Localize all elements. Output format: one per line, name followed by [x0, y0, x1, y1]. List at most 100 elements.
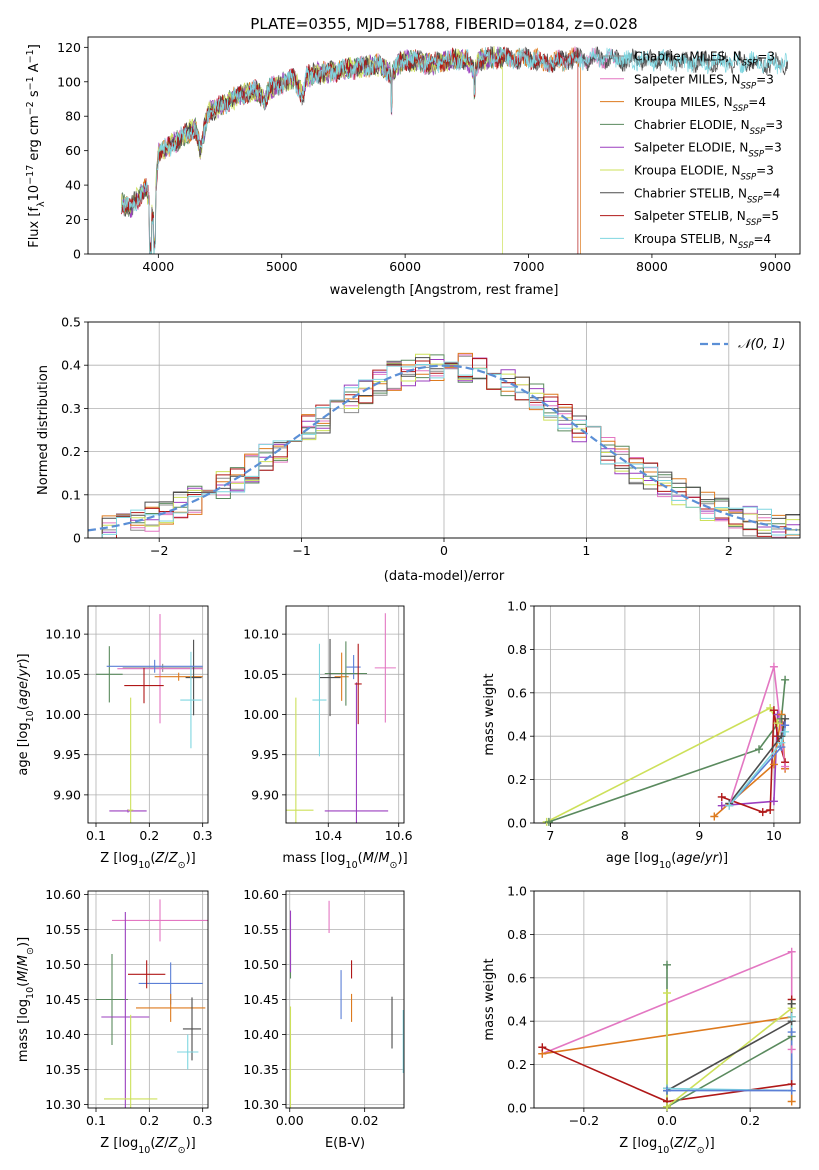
label-part: ⊙: [178, 860, 186, 871]
y-tick-label: 10.55: [45, 922, 81, 937]
legend-tail: =3: [756, 164, 774, 178]
y-tick-label: 0.8: [507, 927, 527, 942]
weight-series-marker: [787, 1028, 796, 1037]
x-tick-label: 10.6: [385, 828, 413, 843]
label-part: )]: [398, 851, 408, 866]
label-part: Z: [673, 1136, 684, 1151]
mass-weight-vs-metallicity-panel: −0.2 0.0 0.20.00.20.40.60.81.0Z [log10(Z/Z…: [482, 884, 801, 1156]
y-tick-label: 0.4: [61, 358, 81, 373]
label-part: s: [27, 90, 42, 101]
legend-tail: =3: [757, 50, 775, 64]
weight-series-marker: [544, 817, 553, 826]
mass-vs-metallicity-panel: 0.1 0.2 0.3 10.30 10.35 10.40 10.45 10.50 10.55 1…: [16, 887, 213, 1156]
label-part: (: [669, 1136, 674, 1151]
legend-text: Kroupa ELODIE, N: [634, 164, 741, 178]
legend-text: Chabrier ELODIE, N: [634, 118, 750, 132]
legend-text: Kroupa MILES, N: [634, 95, 733, 109]
label-part: )]: [186, 851, 196, 866]
legend-text: Kroupa STELIB, N: [634, 232, 738, 246]
weight-series-marker: [769, 706, 778, 715]
x-tick-label: 1: [582, 543, 590, 558]
y-tick-label: 60: [65, 143, 81, 158]
weight-series-line: [548, 679, 786, 823]
weight-series-marker: [787, 947, 796, 956]
label-part: 10: [657, 1145, 669, 1156]
y-tick-label: 20: [65, 212, 81, 227]
label-part: /: [701, 851, 706, 866]
label-part: (: [150, 851, 155, 866]
label-part: A: [27, 63, 42, 76]
y-tick-label: 0.6: [507, 685, 527, 700]
y-tick-label: 10.45: [243, 992, 279, 1007]
y-tick-label: 10.60: [243, 887, 279, 902]
weight-series-line: [546, 706, 783, 823]
x-tick-label: 0.3: [193, 1113, 213, 1128]
weight-series-marker: [725, 801, 734, 810]
weight-series-marker: [787, 999, 796, 1008]
legend-subscript: SSP: [738, 241, 754, 251]
x-tick-label: 2: [725, 543, 733, 558]
x-tick-label: 10: [766, 828, 782, 843]
y-tick-label: 0.4: [507, 729, 527, 744]
label-part: mass [log: [16, 999, 31, 1062]
label-part: age: [676, 851, 700, 866]
y-tick-label: 100: [57, 74, 81, 89]
label-part: )]: [16, 653, 31, 663]
normal-distribution-curve: [88, 364, 798, 532]
weight-series-marker: [663, 1102, 671, 1111]
label-part: 10: [138, 860, 150, 871]
legend-text: Salpeter ELODIE, N: [634, 141, 748, 155]
weight-series-marker: [781, 762, 790, 771]
label-part: M: [363, 851, 374, 866]
plot-area: [541, 950, 793, 1108]
label-part: (: [358, 851, 363, 866]
y-tick-label: 1.0: [507, 884, 527, 899]
y-tick-label: 9.90: [251, 787, 279, 802]
y-tick-label: 10.40: [243, 1027, 279, 1042]
weight-series-marker: [663, 1086, 671, 1095]
y-tick-label: 0.1: [61, 487, 81, 502]
label-part: 10: [346, 860, 358, 871]
x-tick-label: 0.2: [740, 1113, 760, 1128]
legend-tail: =4: [754, 232, 772, 246]
x-tick-label: 0.2: [139, 828, 159, 843]
legend-label: Chabrier MILES, NSSP=3: [634, 50, 775, 69]
label-part: )]: [186, 1136, 196, 1151]
spectrum-panel: 4000 5000 6000 7000 8000 9000 0 20 40 60 80 100 120 P…: [25, 15, 801, 298]
legend-subscript: SSP: [746, 218, 762, 228]
label-part: Z: [168, 1136, 179, 1151]
label-part: ⊙: [25, 947, 36, 955]
plot-area: [286, 613, 396, 823]
legend-label: Kroupa STELIB, NSSP=4: [634, 232, 771, 251]
legend-label: Kroupa MILES, NSSP=4: [634, 95, 766, 114]
label-part: Z [log: [619, 1136, 657, 1151]
y-tick-label: 40: [65, 178, 81, 193]
residual-histogram-panel: −2 −1 0 1 2 0 0.1 0.2 0.3 0.4 0.5 (data-model)/erro…: [36, 315, 801, 584]
plot-area: [96, 899, 208, 1108]
label-part: age: [16, 681, 31, 705]
weight-series-marker: [717, 801, 726, 810]
x-tick-label: 7000: [513, 259, 545, 274]
y-tick-label: 10.30: [243, 1097, 279, 1112]
y-tick-label: 10.05: [45, 667, 81, 682]
weight-series-line: [667, 1032, 793, 1092]
legend-label: 𝒩(0, 1): [738, 337, 785, 352]
label-part: ]: [27, 44, 42, 49]
label-part: /: [683, 1136, 688, 1151]
label-part: erg cm: [27, 115, 42, 164]
x-tick-label: 0.00: [276, 1113, 304, 1128]
y-tick-label: 1.0: [507, 599, 527, 614]
label-part: M: [16, 971, 31, 982]
x-tick-label: 10.4: [314, 828, 342, 843]
y-tick-label: 10.45: [45, 992, 81, 1007]
label-part: Z [log: [100, 851, 138, 866]
weight-series-marker: [663, 988, 671, 997]
weight-series-marker: [787, 1086, 796, 1095]
spectrum-series-line: [120, 45, 720, 254]
label-part: Z: [687, 1136, 698, 1151]
x-tick-label: 9: [695, 828, 703, 843]
mass-vs-reddening-panel: 0.00 0.02 10.30 10.35 10.40 10.45 10.50 10.55 10…: [243, 887, 405, 1151]
plot-area: [120, 45, 789, 254]
legend-label: Salpeter MILES, NSSP=3: [634, 72, 774, 91]
